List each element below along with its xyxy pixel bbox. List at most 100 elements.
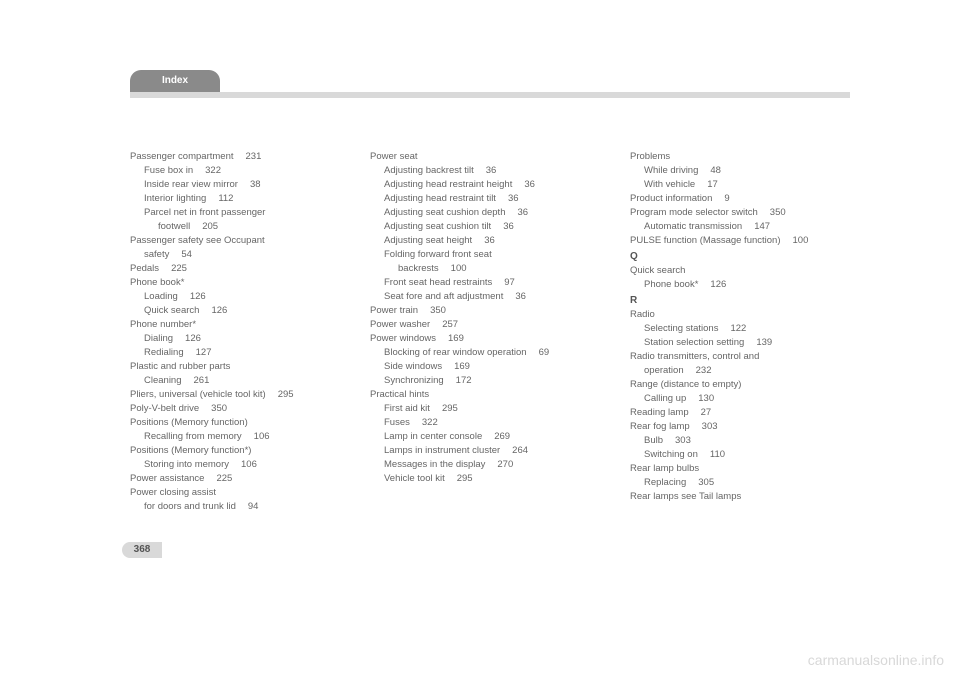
entry-text: Power train	[370, 305, 418, 316]
entry-page: 112	[218, 193, 233, 204]
index-entry: Switching on110	[630, 448, 860, 462]
entry-page: 69	[539, 347, 550, 358]
index-entry: Front seat head restraints97	[370, 276, 600, 290]
entry-page: 205	[202, 221, 218, 232]
entry-text: Phone book*	[644, 279, 698, 290]
entry-text: footwell	[158, 221, 190, 232]
index-entry: Adjusting seat cushion depth36	[370, 206, 600, 220]
index-entry: Practical hints	[370, 388, 600, 402]
index-entry: Replacing305	[630, 476, 860, 490]
index-entry: Product information9	[630, 192, 860, 206]
index-entry: Pedals225	[130, 262, 340, 276]
entry-text: With vehicle	[644, 179, 695, 190]
index-entry: Power washer257	[370, 318, 600, 332]
index-entry: Phone book* 126	[630, 278, 860, 292]
entry-page: 147	[754, 221, 770, 232]
index-entry: Fuse box in322	[130, 164, 340, 178]
entry-page: 295	[278, 389, 294, 400]
entry-text: Range (distance to empty)	[630, 379, 741, 390]
entry-page: 38	[250, 179, 261, 190]
entry-page: 264	[512, 445, 528, 456]
entry-text: Seat fore and aft adjustment	[384, 291, 503, 302]
index-entry: Redialing127	[130, 346, 340, 360]
index-entry: Loading126	[130, 290, 340, 304]
entry-text: Pliers, universal (vehicle tool kit)	[130, 389, 266, 400]
index-entry: Quick search126	[130, 304, 340, 318]
entry-text: Phone number*	[130, 319, 196, 330]
columns: Passenger compartment231Fuse box in322In…	[130, 150, 860, 514]
index-page: Index Passenger compartment231Fuse box i…	[130, 70, 860, 590]
entry-page: 322	[205, 165, 221, 176]
entry-page: 106	[241, 459, 257, 470]
index-entry: Plastic and rubber parts	[130, 360, 340, 374]
index-entry: Pliers, universal (vehicle tool kit) 295	[130, 388, 340, 402]
entry-text: Phone book*	[130, 277, 184, 288]
entry-text: safety	[144, 249, 169, 260]
index-entry: footwell 205	[130, 220, 340, 234]
entry-page: 36	[486, 165, 497, 176]
entry-page: 126	[710, 279, 726, 290]
index-entry: Storing into memory 106	[130, 458, 340, 472]
entry-text: Poly-V-belt drive	[130, 403, 199, 414]
entry-text: Messages in the display	[384, 459, 485, 470]
index-entry: While driving48	[630, 164, 860, 178]
index-entry: Station selection setting139	[630, 336, 860, 350]
entry-page: 350	[770, 207, 786, 218]
entry-text: Rear lamps see Tail lamps	[630, 491, 741, 502]
entry-text: Front seat head restraints	[384, 277, 492, 288]
entry-page: 350	[430, 305, 446, 316]
entry-text: Rear lamp bulbs	[630, 463, 699, 474]
entry-page: 17	[707, 179, 718, 190]
entry-text: Power seat	[370, 151, 418, 162]
index-entry: Passenger safety see Occupant	[130, 234, 340, 248]
index-entry: With vehicle 17	[630, 178, 860, 192]
index-entry: Quick search	[630, 264, 860, 278]
entry-text: Replacing	[644, 477, 686, 488]
index-entry: Dialing126	[130, 332, 340, 346]
entry-text: R	[630, 295, 637, 306]
column-3: ProblemsWhile driving48With vehicle17Pro…	[630, 150, 860, 514]
entry-text: Reading lamp	[630, 407, 689, 418]
entry-text: Folding forward front seat	[384, 249, 492, 260]
entry-page: 130	[698, 393, 714, 404]
entry-text: Pedals	[130, 263, 159, 274]
index-entry: Power closing assist	[130, 486, 340, 500]
entry-text: Lamps in instrument cluster	[384, 445, 500, 456]
entry-text: Adjusting seat cushion depth	[384, 207, 505, 218]
entry-text: Positions (Memory function*)	[130, 445, 251, 456]
index-entry: Range (distance to empty)	[630, 378, 860, 392]
entry-page: 322	[422, 417, 438, 428]
entry-text: Radio transmitters, control and	[630, 351, 759, 362]
entry-text: Adjusting head restraint tilt	[384, 193, 496, 204]
entry-text: Rear fog lamp	[630, 421, 690, 432]
entry-text: for doors and trunk lid	[144, 501, 236, 512]
index-entry: Cleaning261	[130, 374, 340, 388]
index-entry: Side windows169	[370, 360, 600, 374]
entry-text: Vehicle tool kit	[384, 473, 445, 484]
entry-page: 122	[730, 323, 746, 334]
entry-text: Adjusting seat cushion tilt	[384, 221, 491, 232]
index-entry: Seat fore and aft adjustment36	[370, 290, 600, 304]
entry-text: Station selection setting	[644, 337, 744, 348]
entry-page: 270	[497, 459, 513, 470]
entry-text: Selecting stations	[644, 323, 718, 334]
entry-page: 36	[524, 179, 535, 190]
entry-text: Quick search	[144, 305, 199, 316]
index-entry: Phone number*	[130, 318, 340, 332]
entry-text: Bulb	[644, 435, 663, 446]
entry-text: Inside rear view mirror	[144, 179, 238, 190]
entry-page: 295	[457, 473, 473, 484]
entry-text: While driving	[644, 165, 698, 176]
entry-text: Adjusting backrest tilt	[384, 165, 474, 176]
index-entry: Calling up130	[630, 392, 860, 406]
entry-text: Adjusting head restraint height	[384, 179, 512, 190]
index-entry: Adjusting backrest tilt 36	[370, 164, 600, 178]
entry-page: 54	[181, 249, 192, 260]
entry-text: Storing into memory	[144, 459, 229, 470]
watermark: carmanualsonline.info	[808, 652, 944, 668]
index-entry: Parcel net in front passenger	[130, 206, 340, 220]
entry-page: 232	[696, 365, 712, 376]
entry-page: 106	[254, 431, 270, 442]
entry-text: Power washer	[370, 319, 430, 330]
index-entry: Radio	[630, 308, 860, 322]
